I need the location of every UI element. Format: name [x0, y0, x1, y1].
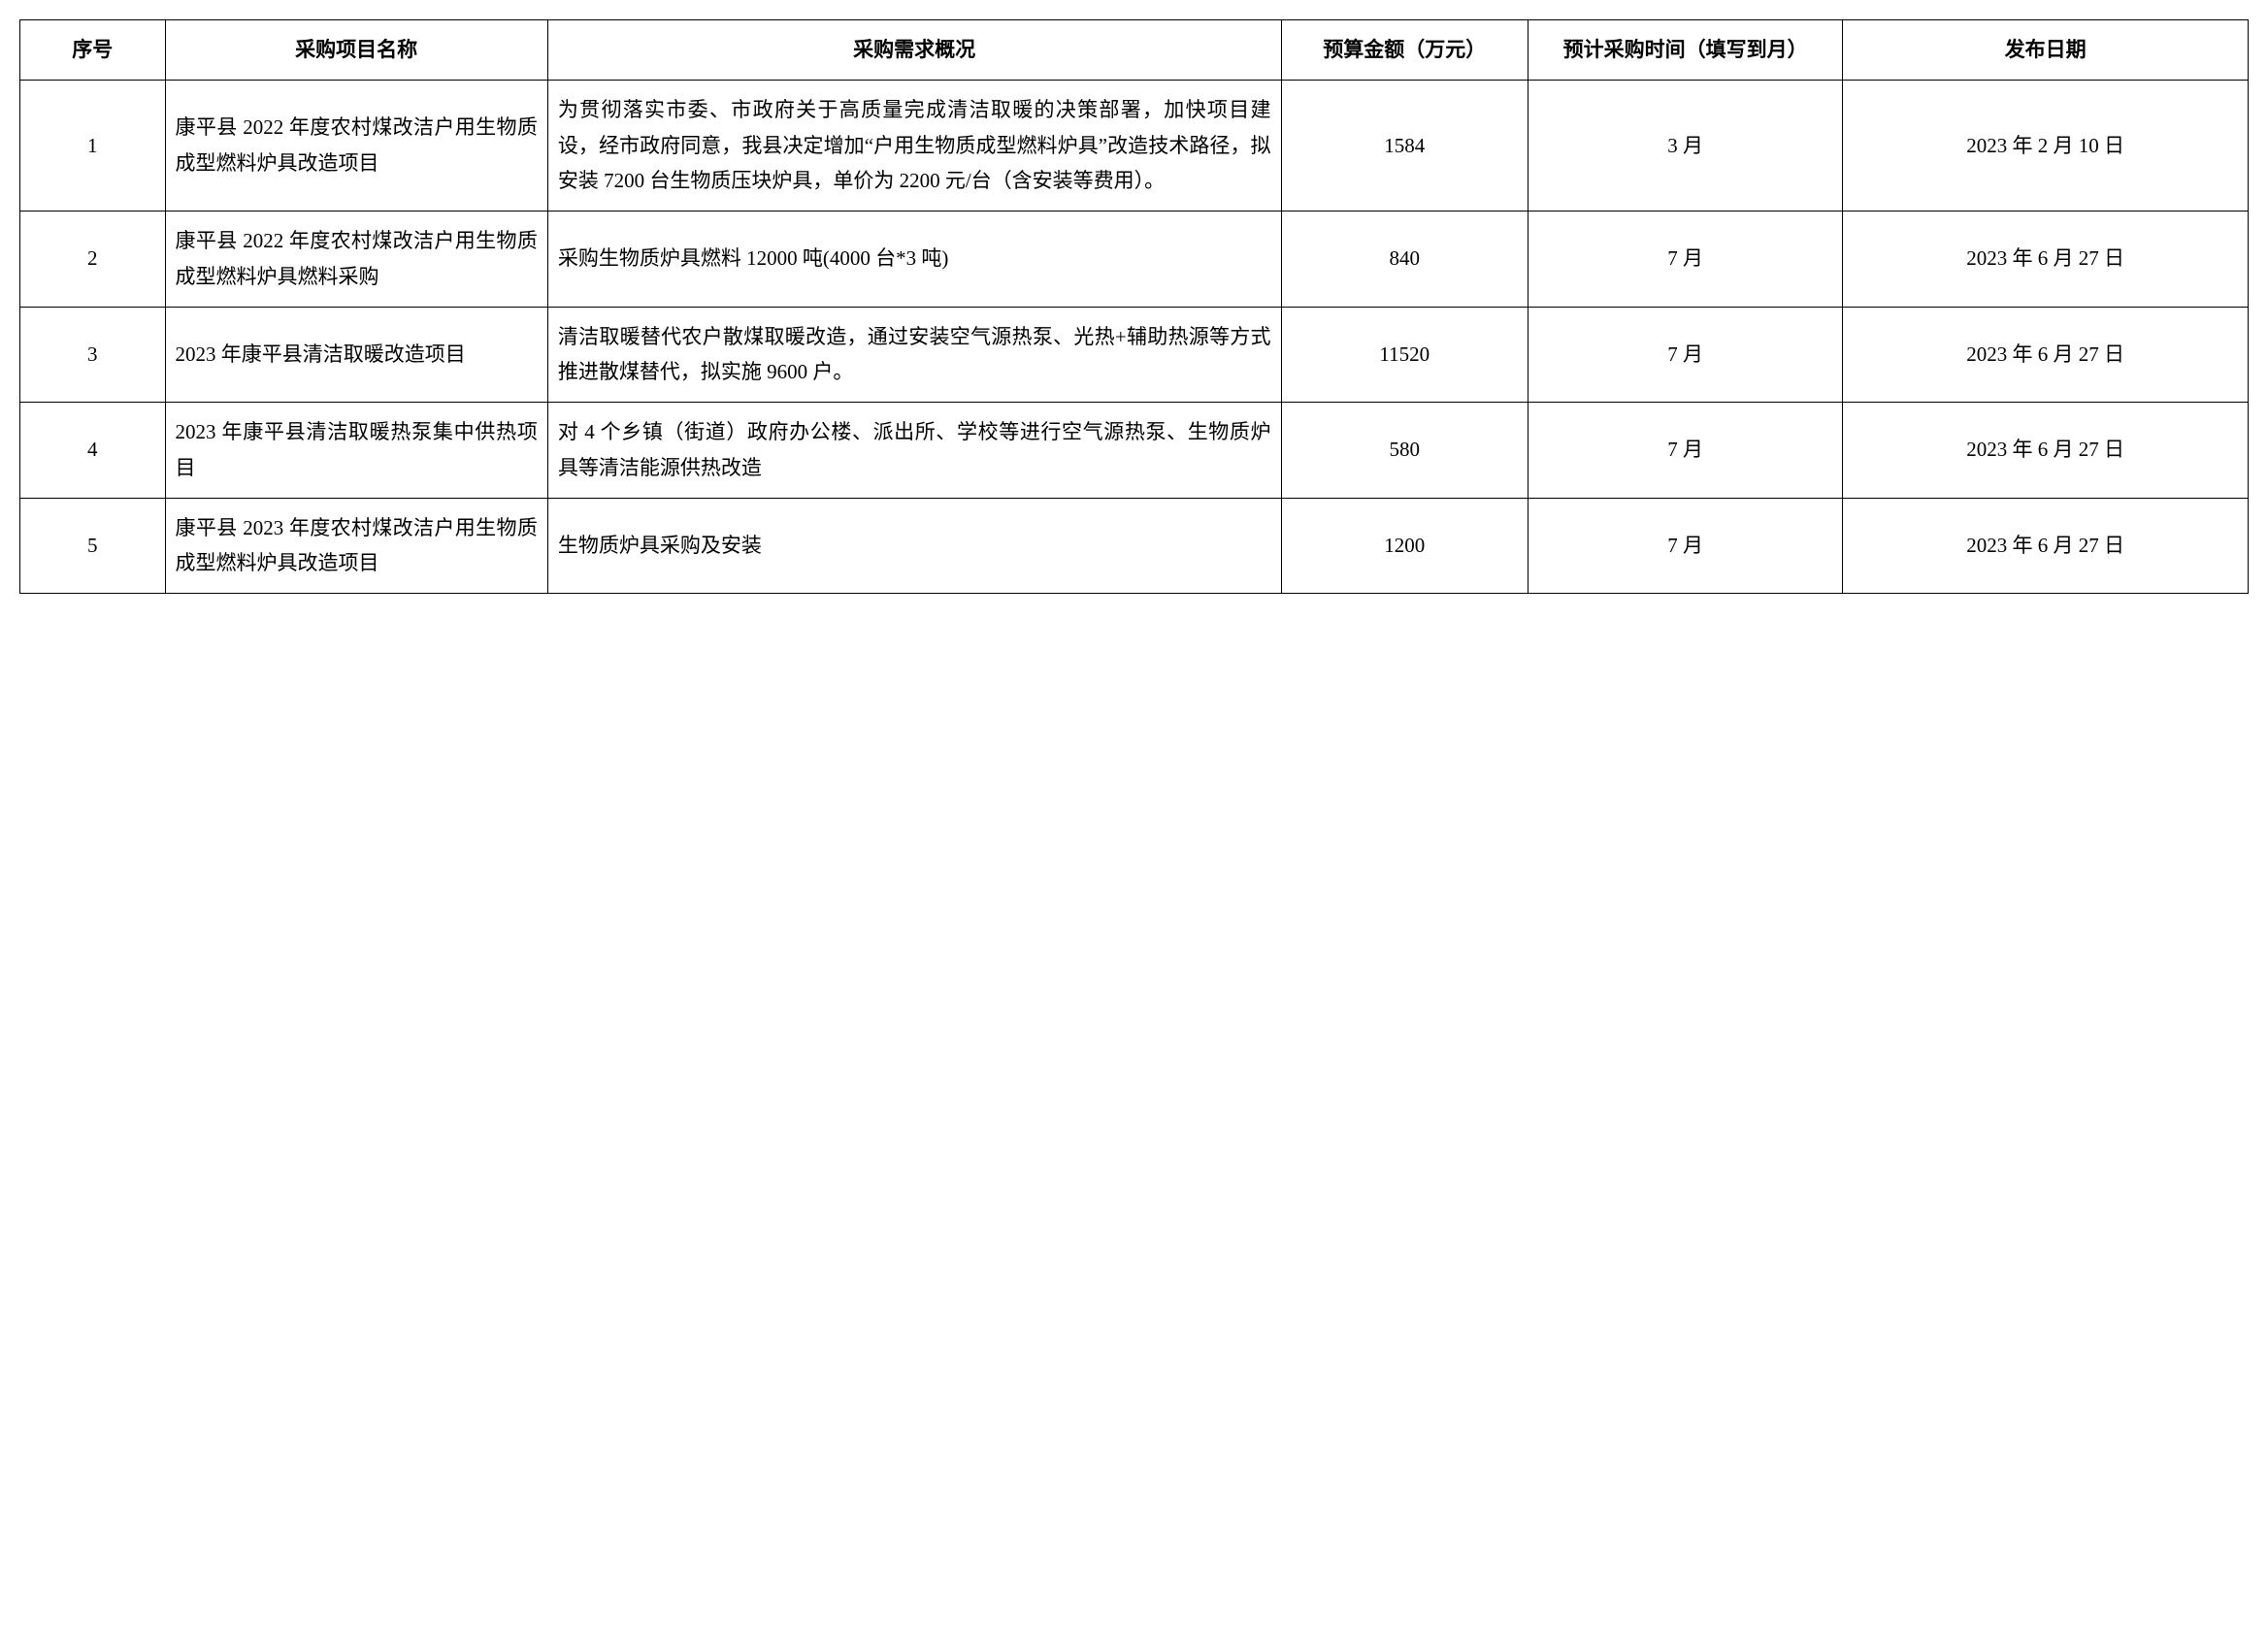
cell-name: 康平县 2022 年度农村煤改洁户用生物质成型燃料炉具燃料采购 — [165, 212, 547, 308]
col-header-budget: 预算金额（万元） — [1281, 20, 1528, 81]
cell-desc: 为贯彻落实市委、市政府关于高质量完成清洁取暖的决策部署，加快项目建设，经市政府同… — [547, 80, 1281, 211]
procurement-table: 序号 采购项目名称 采购需求概况 预算金额（万元） 预计采购时间（填写到月） 发… — [19, 19, 2249, 594]
cell-time: 7 月 — [1528, 498, 1842, 594]
cell-desc: 生物质炉具采购及安装 — [547, 498, 1281, 594]
cell-name: 2023 年康平县清洁取暖改造项目 — [165, 307, 547, 403]
cell-date: 2023 年 6 月 27 日 — [1843, 212, 2249, 308]
cell-budget: 580 — [1281, 403, 1528, 499]
col-header-seq: 序号 — [20, 20, 166, 81]
cell-date: 2023 年 6 月 27 日 — [1843, 403, 2249, 499]
cell-seq: 1 — [20, 80, 166, 211]
table-row: 1 康平县 2022 年度农村煤改洁户用生物质成型燃料炉具改造项目 为贯彻落实市… — [20, 80, 2249, 211]
cell-date: 2023 年 2 月 10 日 — [1843, 80, 2249, 211]
cell-time: 7 月 — [1528, 403, 1842, 499]
col-header-desc: 采购需求概况 — [547, 20, 1281, 81]
table-row: 4 2023 年康平县清洁取暖热泵集中供热项目 对 4 个乡镇（街道）政府办公楼… — [20, 403, 2249, 499]
table-row: 3 2023 年康平县清洁取暖改造项目 清洁取暖替代农户散煤取暖改造，通过安装空… — [20, 307, 2249, 403]
cell-seq: 2 — [20, 212, 166, 308]
cell-name: 2023 年康平县清洁取暖热泵集中供热项目 — [165, 403, 547, 499]
cell-seq: 3 — [20, 307, 166, 403]
cell-time: 7 月 — [1528, 307, 1842, 403]
col-header-name: 采购项目名称 — [165, 20, 547, 81]
cell-date: 2023 年 6 月 27 日 — [1843, 307, 2249, 403]
col-header-time: 预计采购时间（填写到月） — [1528, 20, 1842, 81]
cell-time: 7 月 — [1528, 212, 1842, 308]
cell-name: 康平县 2022 年度农村煤改洁户用生物质成型燃料炉具改造项目 — [165, 80, 547, 211]
cell-budget: 11520 — [1281, 307, 1528, 403]
table-header-row: 序号 采购项目名称 采购需求概况 预算金额（万元） 预计采购时间（填写到月） 发… — [20, 20, 2249, 81]
cell-date: 2023 年 6 月 27 日 — [1843, 498, 2249, 594]
cell-budget: 1200 — [1281, 498, 1528, 594]
cell-name: 康平县 2023 年度农村煤改洁户用生物质成型燃料炉具改造项目 — [165, 498, 547, 594]
table-row: 2 康平县 2022 年度农村煤改洁户用生物质成型燃料炉具燃料采购 采购生物质炉… — [20, 212, 2249, 308]
cell-budget: 1584 — [1281, 80, 1528, 211]
cell-seq: 5 — [20, 498, 166, 594]
cell-time: 3 月 — [1528, 80, 1842, 211]
cell-desc: 对 4 个乡镇（街道）政府办公楼、派出所、学校等进行空气源热泵、生物质炉具等清洁… — [547, 403, 1281, 499]
cell-desc: 采购生物质炉具燃料 12000 吨(4000 台*3 吨) — [547, 212, 1281, 308]
table-row: 5 康平县 2023 年度农村煤改洁户用生物质成型燃料炉具改造项目 生物质炉具采… — [20, 498, 2249, 594]
col-header-date: 发布日期 — [1843, 20, 2249, 81]
cell-seq: 4 — [20, 403, 166, 499]
cell-desc: 清洁取暖替代农户散煤取暖改造，通过安装空气源热泵、光热+辅助热源等方式推进散煤替… — [547, 307, 1281, 403]
cell-budget: 840 — [1281, 212, 1528, 308]
